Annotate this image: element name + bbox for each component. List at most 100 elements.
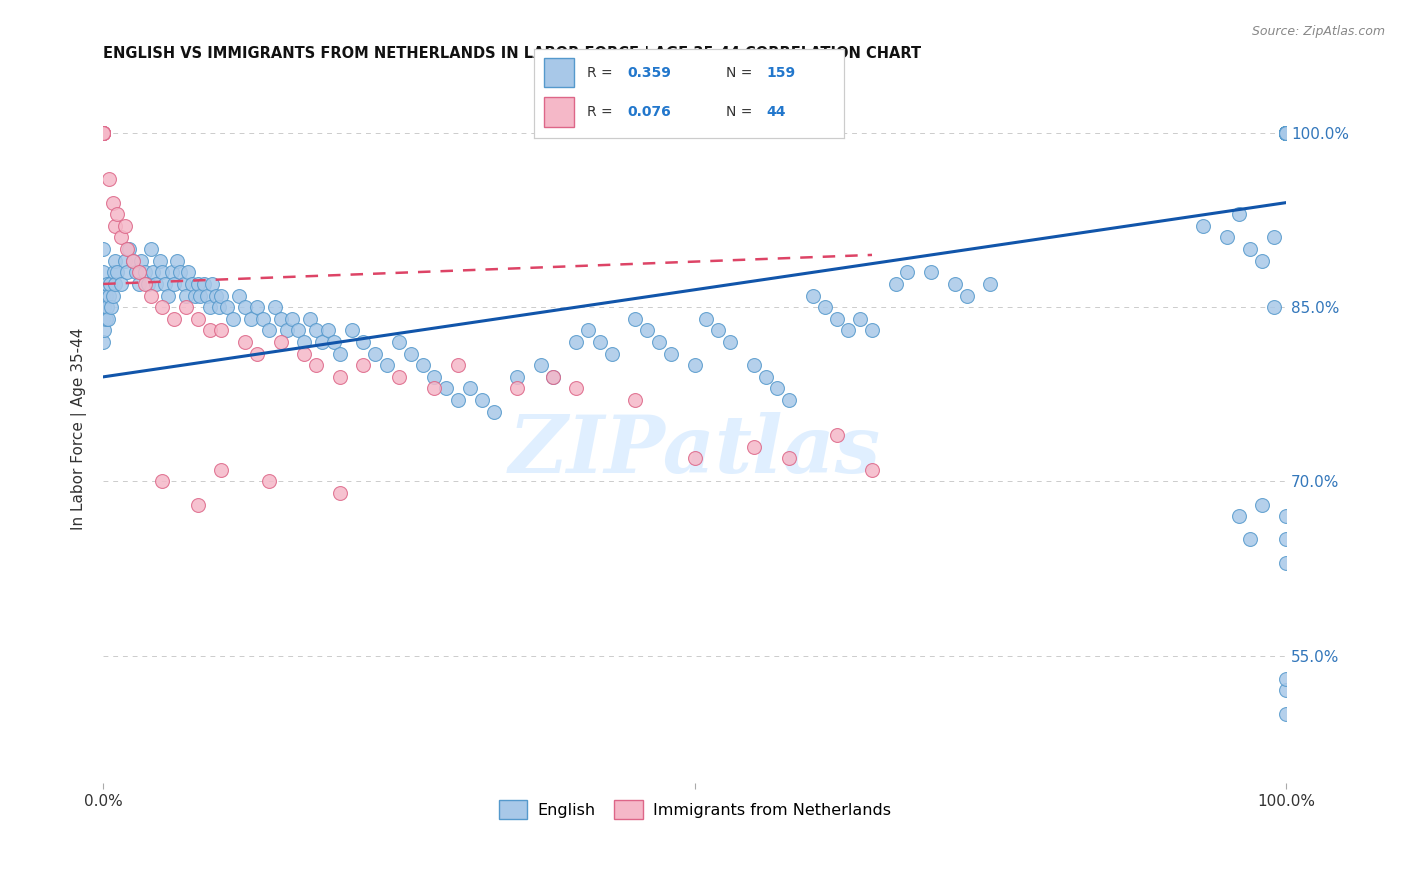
Point <box>825 311 848 326</box>
Point <box>91 126 114 140</box>
Point <box>1275 126 1298 140</box>
Point <box>1251 498 1274 512</box>
Point <box>211 323 233 337</box>
Point <box>1275 509 1298 524</box>
Text: 44: 44 <box>766 104 786 119</box>
Point <box>659 346 682 360</box>
Legend: English, Immigrants from Netherlands: English, Immigrants from Netherlands <box>492 794 897 825</box>
Point <box>163 277 186 291</box>
Point <box>447 393 470 408</box>
Point <box>399 346 422 360</box>
Point <box>104 219 127 233</box>
Point <box>252 311 274 326</box>
Point <box>150 300 173 314</box>
Point <box>91 334 114 349</box>
Point <box>150 265 173 279</box>
Point <box>825 428 848 442</box>
Point <box>683 358 706 372</box>
Point <box>98 277 121 291</box>
Point <box>292 346 315 360</box>
Point <box>364 346 387 360</box>
Point <box>1239 533 1261 547</box>
Point <box>1263 230 1285 244</box>
Text: ZIPatlas: ZIPatlas <box>509 411 880 489</box>
Point <box>270 311 292 326</box>
Point <box>742 440 765 454</box>
Text: ENGLISH VS IMMIGRANTS FROM NETHERLANDS IN LABOR FORCE | AGE 35-44 CORRELATION CH: ENGLISH VS IMMIGRANTS FROM NETHERLANDS I… <box>103 46 921 62</box>
Text: N =: N = <box>725 66 756 79</box>
Point <box>201 277 224 291</box>
Point <box>707 323 730 337</box>
Point <box>1275 126 1298 140</box>
Point <box>636 323 658 337</box>
Point <box>110 230 132 244</box>
Point <box>388 370 411 384</box>
Point <box>801 288 824 302</box>
Point <box>163 311 186 326</box>
Point <box>1275 126 1298 140</box>
Point <box>246 300 269 314</box>
Point <box>157 288 180 302</box>
Point <box>187 277 209 291</box>
Point <box>263 300 285 314</box>
Point <box>955 288 977 302</box>
Point <box>1227 207 1250 221</box>
Point <box>91 126 114 140</box>
Point <box>565 382 588 396</box>
Text: 159: 159 <box>766 66 796 79</box>
Point <box>104 253 127 268</box>
Point <box>329 370 352 384</box>
Point <box>352 334 374 349</box>
Point <box>188 288 211 302</box>
Point <box>718 334 741 349</box>
Text: 0.359: 0.359 <box>627 66 671 79</box>
Point <box>1227 509 1250 524</box>
Point <box>1275 126 1298 140</box>
Text: Source: ZipAtlas.com: Source: ZipAtlas.com <box>1251 25 1385 38</box>
Point <box>187 498 209 512</box>
Point <box>329 346 352 360</box>
Point <box>91 288 114 302</box>
Point <box>423 370 446 384</box>
Point <box>193 277 215 291</box>
Point <box>101 288 124 302</box>
Point <box>222 311 245 326</box>
Point <box>624 311 647 326</box>
Point <box>1275 126 1298 140</box>
Point <box>187 311 209 326</box>
Point <box>211 288 233 302</box>
Point <box>299 311 322 326</box>
Point <box>447 358 470 372</box>
Point <box>177 265 200 279</box>
Point <box>1275 126 1298 140</box>
Text: 0.076: 0.076 <box>627 104 671 119</box>
Point <box>118 242 141 256</box>
Point <box>1275 126 1298 140</box>
Point <box>257 323 280 337</box>
Point <box>1275 556 1298 570</box>
Point <box>173 277 195 291</box>
Point <box>1275 126 1298 140</box>
Point <box>217 300 239 314</box>
Point <box>849 311 872 326</box>
Point <box>778 451 800 466</box>
Point <box>860 463 883 477</box>
Point <box>94 288 117 302</box>
Point <box>160 265 183 279</box>
Point <box>228 288 250 302</box>
Point <box>458 382 481 396</box>
Point <box>96 300 118 314</box>
Point <box>778 393 800 408</box>
Point <box>184 288 207 302</box>
Point <box>576 323 599 337</box>
Point <box>837 323 859 337</box>
Point <box>1275 672 1298 686</box>
Point <box>150 475 173 489</box>
Point <box>91 126 114 140</box>
Point <box>1275 126 1298 140</box>
FancyBboxPatch shape <box>544 58 575 87</box>
Point <box>624 393 647 408</box>
Point <box>375 358 398 372</box>
Point <box>198 323 221 337</box>
Point <box>94 311 117 326</box>
